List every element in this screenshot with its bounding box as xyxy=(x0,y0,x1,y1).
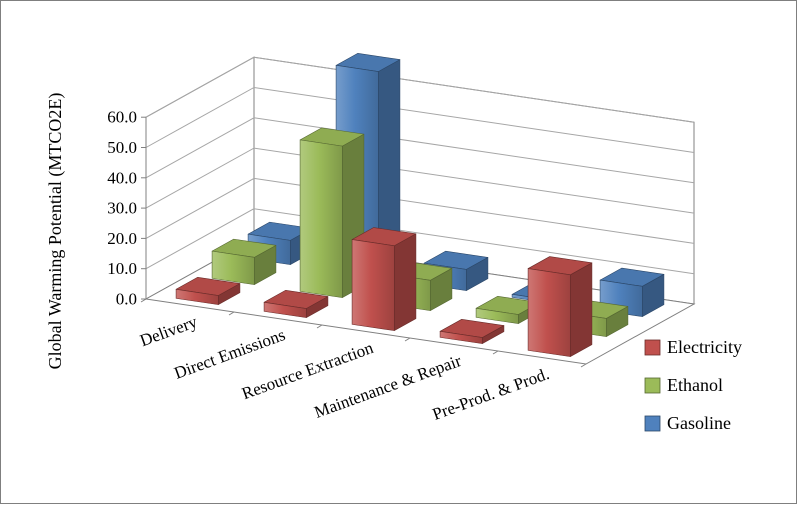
gridline xyxy=(145,56,695,123)
y-tick-label: 50.0 xyxy=(107,138,137,157)
x-tick xyxy=(140,298,147,303)
legend-swatch-gasoline xyxy=(644,415,661,432)
y-tick-label: 30.0 xyxy=(107,199,137,218)
bar-electricity-1 xyxy=(175,276,241,305)
bar-ethanol-2 xyxy=(299,127,365,298)
x-tick xyxy=(492,350,499,355)
x-tick xyxy=(316,324,323,329)
x-tick xyxy=(580,363,587,368)
legend-label-ethanol: Ethanol xyxy=(667,375,723,395)
gridline xyxy=(145,177,695,244)
legend: Electricity Ethanol Gasoline xyxy=(644,337,742,433)
category-label: Delivery xyxy=(137,312,200,350)
legend-label-gasoline: Gasoline xyxy=(667,413,731,433)
legend-swatch-electricity xyxy=(644,339,661,356)
y-tick-label: 60.0 xyxy=(107,108,137,127)
gridline xyxy=(145,86,695,153)
y-tick-label: 20.0 xyxy=(107,229,137,248)
bar-electricity-4 xyxy=(439,319,505,344)
bar-electricity-3 xyxy=(351,227,417,331)
y-tick-label: 10.0 xyxy=(107,259,137,278)
gridline xyxy=(145,147,695,214)
legend-label-electricity: Electricity xyxy=(667,337,742,357)
legend-swatch-ethanol xyxy=(644,377,661,394)
gridline xyxy=(145,117,695,184)
y-axis-title: Global Warming Potential (MTCO2E) xyxy=(45,93,66,370)
bar-electricity-2 xyxy=(263,289,329,318)
x-tick xyxy=(404,337,411,342)
y-tick-label: 40.0 xyxy=(107,168,137,187)
bar-electricity-5 xyxy=(527,256,593,357)
bar-ethanol-1 xyxy=(211,238,277,285)
y-tick-label: 0.0 xyxy=(116,290,137,309)
x-tick xyxy=(228,311,235,316)
gridline xyxy=(145,208,695,275)
